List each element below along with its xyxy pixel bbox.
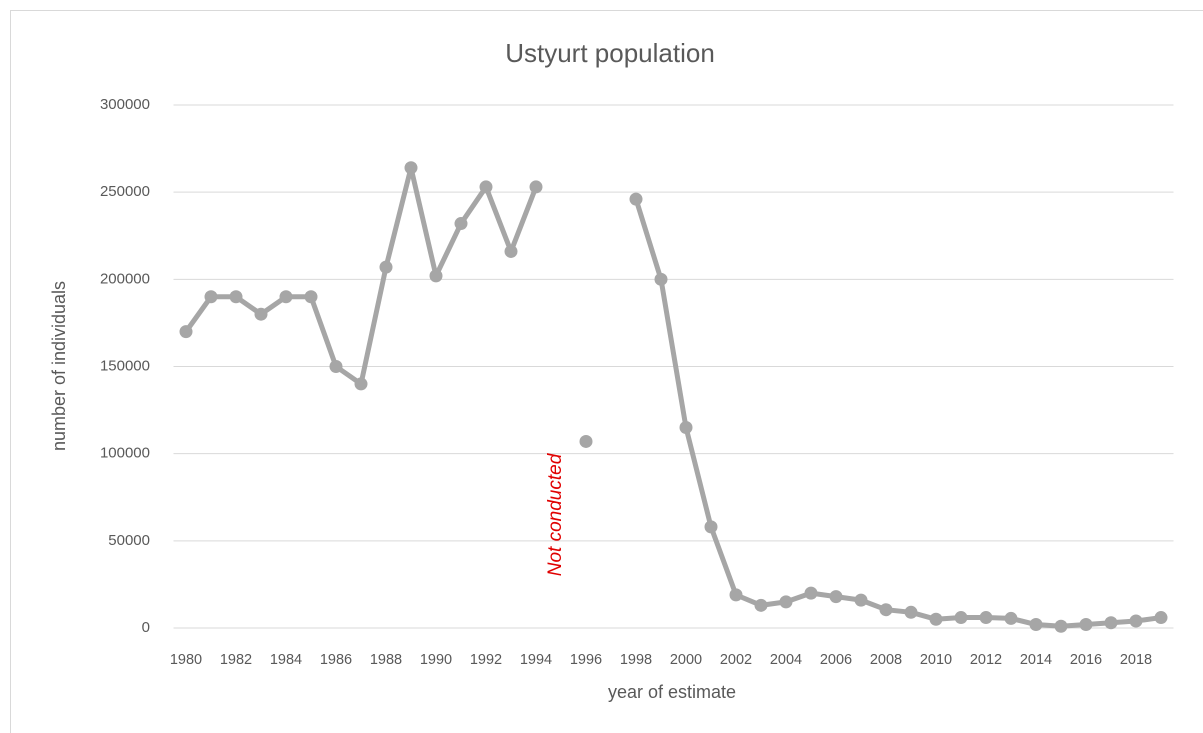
marker xyxy=(1004,611,1018,625)
marker xyxy=(304,290,318,304)
y-tick-label: 0 xyxy=(142,619,150,636)
marker xyxy=(779,595,793,609)
marker xyxy=(379,260,393,274)
marker xyxy=(1104,616,1118,630)
y-axis-label: number of individuals xyxy=(49,281,69,451)
chart-frame xyxy=(10,10,1203,733)
marker xyxy=(229,290,243,304)
marker xyxy=(729,588,743,602)
marker xyxy=(1054,619,1068,633)
marker xyxy=(1129,614,1143,628)
x-axis-label: year of estimate xyxy=(608,682,736,702)
marker xyxy=(1079,618,1093,632)
x-tick-label: 1984 xyxy=(270,652,302,668)
x-tick-label: 2004 xyxy=(770,652,802,668)
marker xyxy=(654,272,668,286)
y-tick-label: 100000 xyxy=(100,445,150,462)
annotation: Not conducted xyxy=(545,452,566,576)
marker xyxy=(929,612,943,626)
x-tick-label: 1996 xyxy=(570,652,602,668)
marker xyxy=(979,611,993,625)
chart-title: Ustyurt population xyxy=(505,38,715,68)
marker xyxy=(829,590,843,604)
marker xyxy=(1029,618,1043,632)
x-tick-label: 1992 xyxy=(470,652,502,668)
x-tick-label: 2006 xyxy=(820,652,852,668)
y-tick-label: 200000 xyxy=(100,270,150,287)
x-tick-label: 1998 xyxy=(620,652,652,668)
x-tick-label: 2016 xyxy=(1070,652,1102,668)
marker xyxy=(429,269,443,283)
x-tick-label: 2018 xyxy=(1120,652,1152,668)
x-tick-label: 1988 xyxy=(370,652,402,668)
marker xyxy=(179,325,193,339)
marker xyxy=(754,598,768,612)
marker xyxy=(704,520,718,534)
x-tick-label: 1994 xyxy=(520,652,552,668)
x-tick-label: 1982 xyxy=(220,652,252,668)
marker xyxy=(404,161,418,175)
marker xyxy=(329,360,343,373)
x-tick-label: 2012 xyxy=(970,652,1002,668)
marker xyxy=(279,290,293,304)
marker xyxy=(879,603,893,617)
x-tick-label: 2000 xyxy=(670,652,702,668)
y-tick-label: 150000 xyxy=(100,357,150,374)
marker xyxy=(854,593,868,607)
x-tick-label: 2008 xyxy=(870,652,902,668)
y-tick-label: 50000 xyxy=(108,532,150,549)
marker xyxy=(354,377,368,391)
y-tick-label: 250000 xyxy=(100,183,150,200)
marker xyxy=(454,217,468,231)
x-tick-label: 1986 xyxy=(320,652,352,668)
marker xyxy=(479,180,493,194)
marker xyxy=(804,586,818,600)
marker xyxy=(679,421,693,435)
marker xyxy=(629,192,643,206)
x-tick-label: 1980 xyxy=(170,652,202,668)
x-tick-label: 2014 xyxy=(1020,652,1052,668)
marker xyxy=(254,307,268,321)
marker xyxy=(904,605,918,619)
x-tick-label: 2010 xyxy=(920,652,952,668)
marker xyxy=(954,611,968,625)
marker xyxy=(529,180,543,194)
marker xyxy=(579,434,593,448)
x-tick-label: 2002 xyxy=(720,652,752,668)
marker xyxy=(204,290,218,304)
marker xyxy=(1154,611,1168,625)
y-tick-label: 300000 xyxy=(100,96,150,113)
marker xyxy=(504,244,518,258)
x-tick-label: 1990 xyxy=(420,652,452,668)
